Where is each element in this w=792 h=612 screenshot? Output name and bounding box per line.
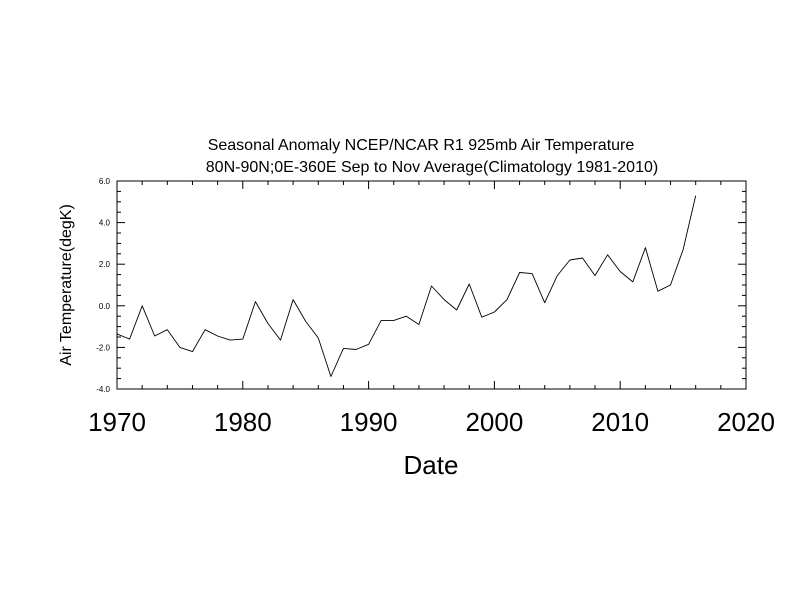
- y-tick-label: 4.0: [99, 219, 111, 228]
- y-tick-label: -2.0: [96, 343, 110, 352]
- x-tick-label: 1970: [88, 407, 146, 437]
- y-tick-label: 6.0: [99, 177, 111, 186]
- x-tick-label: 1980: [214, 407, 272, 437]
- y-tick-label: 2.0: [99, 260, 111, 269]
- x-tick-label: 2010: [591, 407, 649, 437]
- y-tick-label: 0.0: [99, 302, 111, 311]
- x-tick-label: 1990: [340, 407, 398, 437]
- x-axis-label: Date: [404, 450, 459, 480]
- chart-title-line2: 80N-90N;0E-360E Sep to Nov Average(Clima…: [206, 159, 658, 176]
- series-line: [116, 195, 697, 377]
- y-tick-label: -4.0: [96, 385, 110, 394]
- chart-title-line1: Seasonal Anomaly NCEP/NCAR R1 925mb Air …: [208, 137, 635, 154]
- plot-area: 6.0 4.0 2.0 0.0 -2.0 -4.0 1970 1980 1990 2000 2010…: [88, 177, 775, 437]
- plot-frame: [116, 180, 747, 390]
- x-tick-label: 2020: [717, 407, 775, 437]
- x-tick-label: 2000: [465, 407, 523, 437]
- y-axis-label: Air Temperature(degK): [58, 204, 75, 366]
